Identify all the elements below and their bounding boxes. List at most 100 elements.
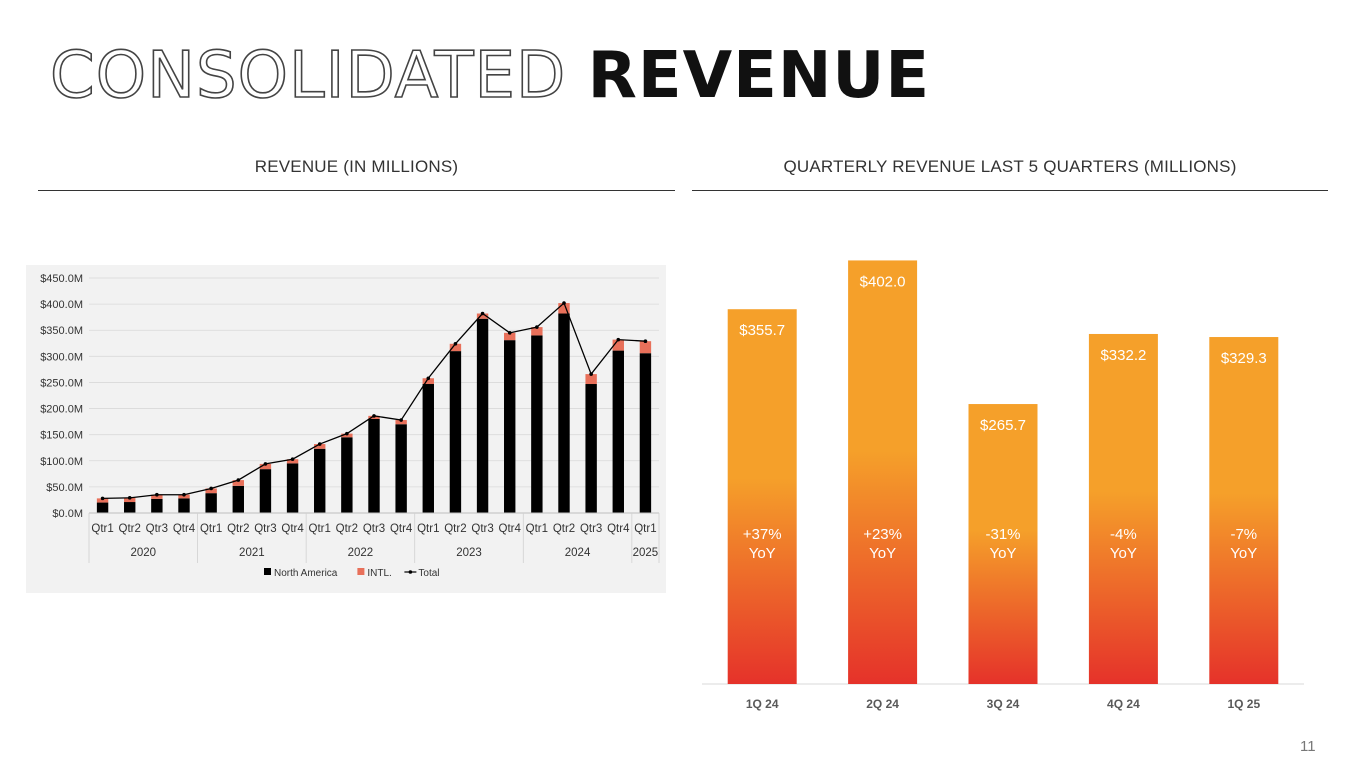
- total-point: [507, 331, 512, 335]
- total-point: [562, 301, 566, 305]
- total-point: [290, 457, 295, 462]
- x-tick-label: Qtr3: [146, 523, 168, 535]
- revenue-bar: [848, 260, 918, 684]
- bar-north-america: [124, 502, 136, 513]
- bar-north-america: [341, 437, 353, 513]
- title-outline-word: CONSOLIDATED: [49, 38, 567, 114]
- bar-value-label: $329.3: [1221, 350, 1267, 367]
- y-tick-label: $400.0M: [40, 299, 83, 311]
- bar-north-america: [639, 353, 652, 513]
- bar-north-america: [286, 463, 299, 513]
- x-tick-label: Qtr4: [607, 523, 630, 535]
- bar-intl: [259, 463, 272, 470]
- yoy-suffix-label: YoY: [990, 545, 1017, 562]
- bar-intl: [639, 341, 652, 354]
- bar-north-america: [504, 340, 516, 513]
- bar-north-america: [531, 335, 543, 513]
- y-tick-label: $350.0M: [40, 325, 83, 337]
- x-category-label: 1Q 25: [1227, 697, 1260, 711]
- total-point: [399, 418, 403, 422]
- total-point: [209, 486, 213, 491]
- total-point: [182, 492, 186, 497]
- page-title: CONSOLIDATED REVENUE: [49, 36, 930, 116]
- bar-value-label: $265.7: [980, 417, 1026, 434]
- x-tick-label: Qtr1: [309, 523, 331, 535]
- yoy-suffix-label: YoY: [1230, 545, 1257, 562]
- total-point: [100, 496, 105, 501]
- bar-intl: [178, 494, 190, 499]
- y-tick-label: $300.0M: [40, 351, 83, 363]
- legend-marker: [408, 570, 413, 574]
- bar-intl: [314, 444, 326, 449]
- total-point: [263, 462, 268, 466]
- yoy-percent-label: -7%: [1230, 526, 1257, 543]
- x-category-label: 3Q 24: [987, 697, 1020, 711]
- bar-north-america: [476, 318, 489, 513]
- bar-north-america: [151, 498, 163, 513]
- bar-north-america: [96, 502, 109, 513]
- yoy-percent-label: +37%: [743, 526, 782, 543]
- x-tick-label: Qtr1: [91, 523, 113, 535]
- yoy-suffix-label: YoY: [869, 545, 896, 562]
- y-tick-label: $450.0M: [40, 273, 83, 285]
- x-tick-label: Qtr4: [281, 523, 304, 535]
- bar-intl: [341, 433, 353, 438]
- yoy-suffix-label: YoY: [1110, 545, 1137, 562]
- chart-panel-background: [26, 265, 666, 593]
- left-section-divider: [38, 190, 675, 191]
- bar-intl: [612, 339, 624, 351]
- bar-intl: [449, 343, 462, 352]
- bar-north-america: [558, 313, 570, 513]
- bar-north-america: [612, 350, 624, 513]
- bar-intl: [558, 303, 570, 314]
- yoy-percent-label: +23%: [863, 526, 902, 543]
- legend-swatch: [264, 568, 271, 575]
- bar-intl: [151, 494, 163, 499]
- x-tick-label: Qtr1: [200, 523, 222, 535]
- bar-intl: [232, 480, 244, 486]
- bar-intl: [286, 459, 299, 464]
- year-group-label: 2023: [456, 547, 482, 559]
- bar-north-america: [368, 419, 380, 513]
- total-point: [535, 325, 539, 329]
- bar-north-america: [422, 384, 434, 513]
- legend-swatch: [357, 568, 365, 575]
- total-point: [643, 339, 648, 343]
- x-tick-label: Qtr1: [417, 523, 439, 535]
- total-point: [453, 342, 458, 346]
- revenue-bar: [1088, 333, 1158, 684]
- bar-intl: [124, 497, 136, 503]
- bar-north-america: [232, 485, 244, 513]
- revenue-bar: [1209, 337, 1279, 684]
- x-tick-label: Qtr4: [499, 523, 522, 535]
- bar-intl: [96, 498, 109, 503]
- legend-label: North America: [274, 568, 338, 579]
- bar-value-label: $355.7: [739, 322, 785, 339]
- year-group-label: 2024: [565, 547, 591, 559]
- y-tick-label: $0.0M: [52, 508, 83, 520]
- bar-north-america: [259, 469, 272, 513]
- x-tick-label: Qtr3: [363, 523, 385, 535]
- total-point: [155, 492, 159, 497]
- bar-intl: [205, 488, 217, 494]
- right-section-divider: [692, 190, 1328, 191]
- revenue-bar: [727, 309, 797, 684]
- bar-value-label: $332.2: [1100, 347, 1146, 364]
- bar-intl: [585, 374, 597, 385]
- x-category-label: 1Q 24: [746, 697, 779, 711]
- yoy-suffix-label: YoY: [749, 545, 776, 562]
- total-point: [480, 311, 485, 316]
- bar-intl: [504, 332, 516, 341]
- right-section-title: QUARTERLY REVENUE LAST 5 QUARTERS (MILLI…: [783, 157, 1237, 176]
- total-point: [236, 478, 241, 482]
- bar-north-america: [395, 424, 407, 513]
- total-point: [426, 376, 431, 381]
- year-group-label: 2020: [130, 547, 156, 559]
- total-point: [317, 442, 322, 446]
- y-tick-label: $150.0M: [40, 430, 83, 442]
- bar-north-america: [449, 351, 462, 513]
- year-group-label: 2025: [633, 547, 659, 559]
- revenue-bar: [968, 404, 1038, 684]
- x-tick-label: Qtr1: [526, 523, 548, 535]
- x-tick-label: Qtr2: [336, 523, 358, 535]
